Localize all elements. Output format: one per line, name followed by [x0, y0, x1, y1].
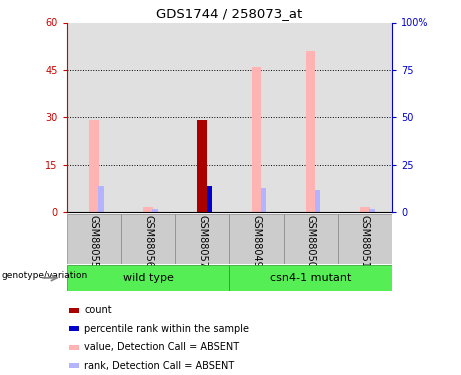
Bar — [98, 186, 104, 212]
Bar — [284, 22, 337, 212]
Bar — [306, 51, 315, 212]
Bar — [229, 214, 284, 264]
Title: GDS1744 / 258073_at: GDS1744 / 258073_at — [156, 7, 302, 20]
Text: value, Detection Call = ABSENT: value, Detection Call = ABSENT — [84, 342, 240, 352]
Bar — [67, 22, 121, 212]
Bar — [69, 363, 78, 368]
Bar — [67, 265, 229, 291]
Bar — [69, 326, 78, 331]
Text: GSM88057: GSM88057 — [197, 215, 207, 268]
Bar — [284, 214, 337, 264]
Text: GSM88051: GSM88051 — [360, 215, 370, 268]
Bar — [337, 214, 392, 264]
Bar — [360, 207, 370, 212]
Bar — [229, 265, 392, 291]
Bar — [175, 22, 229, 212]
Text: rank, Detection Call = ABSENT: rank, Detection Call = ABSENT — [84, 361, 235, 371]
Bar — [175, 214, 229, 264]
Bar — [315, 190, 320, 212]
Bar — [143, 207, 153, 212]
Text: GSM88055: GSM88055 — [89, 215, 99, 268]
Text: percentile rank within the sample: percentile rank within the sample — [84, 324, 249, 334]
Bar — [121, 214, 175, 264]
Bar — [89, 120, 99, 212]
Bar — [197, 120, 207, 212]
Text: GSM88056: GSM88056 — [143, 215, 153, 268]
Bar — [197, 120, 207, 212]
Bar — [207, 186, 212, 212]
Text: GSM88049: GSM88049 — [251, 215, 261, 268]
Bar — [369, 209, 374, 212]
Bar — [121, 22, 175, 212]
Bar — [69, 308, 78, 313]
Text: count: count — [84, 305, 112, 315]
Text: wild type: wild type — [123, 273, 173, 283]
Bar — [153, 209, 158, 212]
Bar — [67, 214, 121, 264]
Bar — [69, 345, 78, 350]
Bar — [229, 22, 284, 212]
Bar — [207, 186, 212, 212]
Text: genotype/variation: genotype/variation — [1, 271, 88, 280]
Text: csn4-1 mutant: csn4-1 mutant — [270, 273, 351, 283]
Bar — [261, 188, 266, 212]
Text: GSM88050: GSM88050 — [306, 215, 316, 268]
Bar — [337, 22, 392, 212]
Bar — [252, 67, 261, 212]
